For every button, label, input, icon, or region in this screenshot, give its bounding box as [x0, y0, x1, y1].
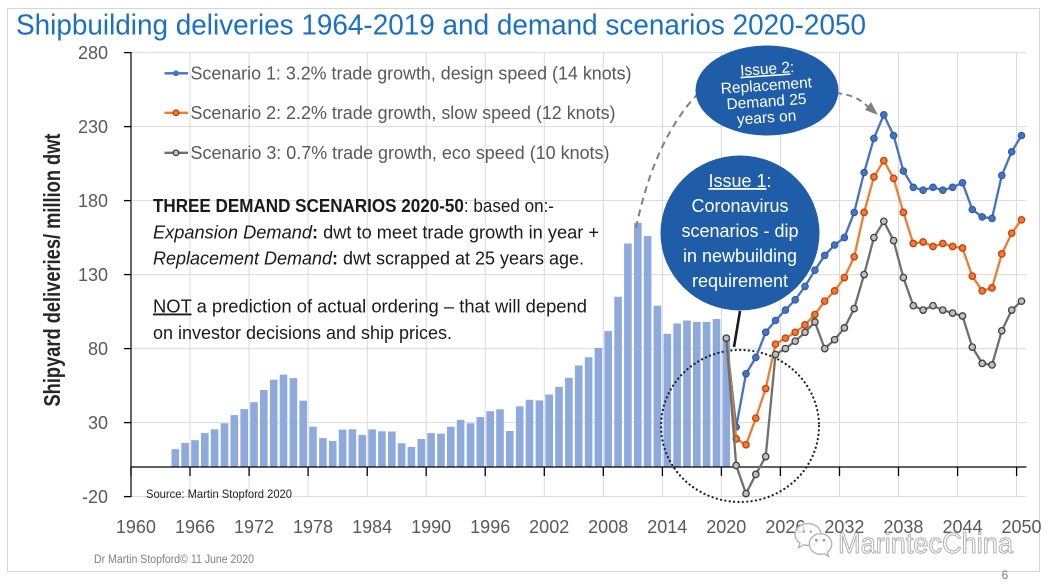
svg-text:280: 280	[78, 43, 108, 63]
svg-text:1966: 1966	[175, 517, 215, 537]
svg-text:2002: 2002	[529, 517, 569, 537]
svg-text:requirement: requirement	[692, 271, 788, 291]
svg-text:-20: -20	[82, 487, 108, 507]
svg-text:1990: 1990	[411, 517, 451, 537]
svg-text:230: 230	[78, 117, 108, 137]
svg-text:130: 130	[78, 265, 108, 285]
svg-text:Scenario 2: 2.2% trade growth,: Scenario 2: 2.2% trade growth, slow spee…	[191, 102, 616, 123]
svg-text:THREE DEMAND SCENARIOS 2020-50: THREE DEMAND SCENARIOS 2020-50: based on…	[153, 195, 554, 216]
svg-text:2032: 2032	[824, 517, 864, 537]
svg-text:1978: 1978	[293, 517, 333, 537]
svg-text:2014: 2014	[647, 517, 687, 537]
svg-text:on investor decisions and ship: on investor decisions and ship prices.	[153, 322, 452, 343]
svg-text:180: 180	[78, 191, 108, 211]
svg-text:Shipyard deliveries/ million d: Shipyard deliveries/ million dwt	[39, 133, 65, 406]
svg-text:in newbuilding: in newbuilding	[683, 246, 797, 266]
svg-text:1972: 1972	[234, 517, 274, 537]
svg-text:1960: 1960	[116, 517, 156, 537]
svg-text:Replacement: Replacement	[720, 74, 813, 97]
svg-text:2050: 2050	[1001, 517, 1041, 537]
svg-text:Coronavirus: Coronavirus	[691, 196, 788, 216]
svg-text:6: 6	[1002, 568, 1009, 582]
svg-text:Issue 2:: Issue 2:	[740, 59, 795, 80]
svg-text:2044: 2044	[942, 517, 982, 537]
svg-text:Replacement Demand: dwt scrapp: Replacement Demand: dwt scrapped at 25 y…	[153, 248, 584, 269]
svg-text:80: 80	[88, 339, 108, 359]
svg-text:2020: 2020	[706, 517, 746, 537]
svg-text:Shipbuilding deliveries 1964-2: Shipbuilding deliveries 1964-2019 and de…	[16, 9, 866, 41]
svg-text:Dr Martin Stopford© 11 June 20: Dr Martin Stopford© 11 June 2020	[94, 554, 254, 566]
svg-text:MarintecChina: MarintecChina	[838, 528, 1014, 560]
svg-text:Source: Martin Stopford 2020: Source: Martin Stopford 2020	[146, 487, 292, 501]
svg-text:Issue 1:: Issue 1:	[708, 171, 771, 191]
svg-text:Demand 25: Demand 25	[726, 91, 807, 114]
svg-text:NOT a prediction of actual ord: NOT a prediction of actual ordering – th…	[153, 296, 587, 317]
svg-text:Scenario 3: 0.7% trade growth,: Scenario 3: 0.7% trade growth, eco speed…	[191, 142, 610, 163]
svg-text:Expansion Demand: dwt to meet: Expansion Demand: dwt to meet trade grow…	[153, 222, 599, 243]
svg-text:1996: 1996	[470, 517, 510, 537]
svg-text:Scenario 1: 3.2% trade growth,: Scenario 1: 3.2% trade growth, design sp…	[191, 63, 632, 84]
svg-text:scenarios - dip: scenarios - dip	[681, 221, 798, 241]
svg-text:2008: 2008	[588, 517, 628, 537]
svg-text:years on: years on	[736, 108, 796, 129]
svg-text:30: 30	[88, 413, 108, 433]
svg-text:1984: 1984	[352, 517, 392, 537]
svg-text:2038: 2038	[883, 517, 923, 537]
